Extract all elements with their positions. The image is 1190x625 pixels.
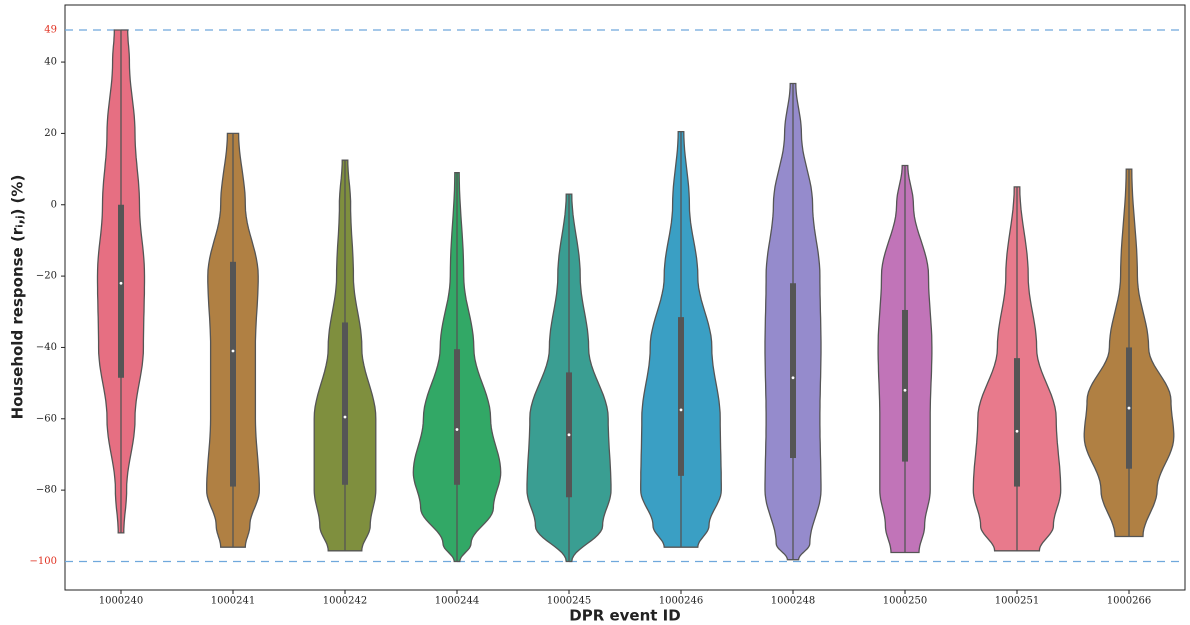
y-tick-label: 20 <box>44 128 57 139</box>
x-tick-label: 1000250 <box>883 596 928 607</box>
median <box>1127 406 1131 410</box>
y-axis-label: Household response (rᵢ,ⱼ) (%) <box>9 175 27 420</box>
iqr-box <box>678 317 684 476</box>
iqr-box <box>230 261 236 487</box>
x-tick-label: 1000240 <box>99 596 144 607</box>
x-tick-label: 1000248 <box>771 596 816 607</box>
x-tick-label: 1000251 <box>995 596 1040 607</box>
median <box>231 349 235 353</box>
x-axis-label: DPR event ID <box>569 607 680 625</box>
median <box>791 376 795 380</box>
iqr-box <box>902 309 908 462</box>
y-tick-label: −60 <box>36 413 57 424</box>
x-tick-label: 1000244 <box>435 596 480 607</box>
x-tick-label: 1000242 <box>323 596 368 607</box>
median <box>903 388 907 392</box>
reference-label: −100 <box>30 556 57 567</box>
y-tick-label: 40 <box>44 57 57 68</box>
iqr-box <box>790 283 796 459</box>
median <box>455 428 459 431</box>
plot-frame <box>64 4 1186 591</box>
iqr-box <box>118 204 124 378</box>
median <box>679 408 683 412</box>
iqr-box <box>342 322 348 485</box>
y-tick-label: −80 <box>36 485 57 496</box>
y-tick-label: −40 <box>36 342 57 353</box>
iqr-box <box>454 349 460 485</box>
x-tick-label: 1000246 <box>659 596 704 607</box>
x-tick-label: 1000241 <box>211 596 256 607</box>
y-tick-label: 0 <box>51 199 57 210</box>
iqr-box <box>1014 358 1020 487</box>
reference-label: 49 <box>44 24 57 35</box>
median <box>567 433 571 437</box>
median <box>119 281 123 285</box>
median <box>343 415 347 419</box>
x-tick-label: 1000245 <box>547 596 592 607</box>
median <box>1015 429 1019 433</box>
x-tick-label: 1000266 <box>1107 596 1152 607</box>
y-tick-label: −20 <box>36 271 57 282</box>
